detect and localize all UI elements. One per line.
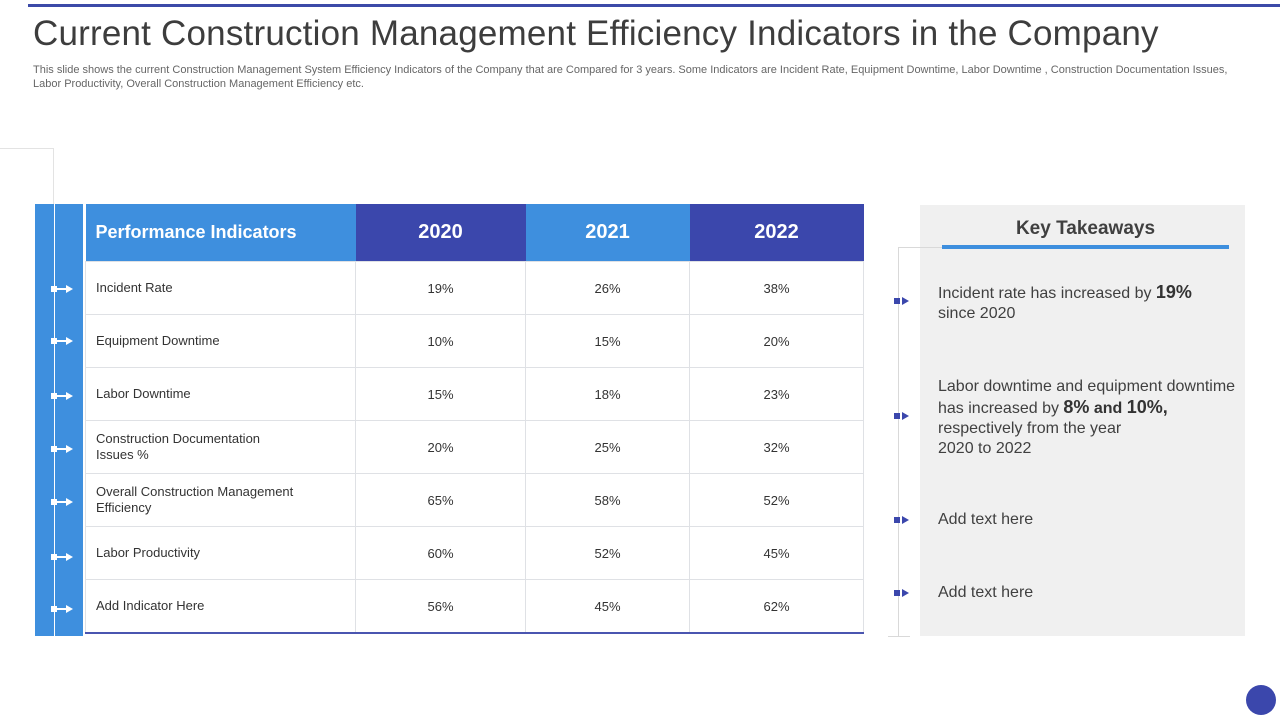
indicator-label: Labor Downtime xyxy=(85,367,356,421)
value-cell: 18% xyxy=(525,367,690,421)
value-cell: 58% xyxy=(525,473,690,527)
key-takeaways-underline xyxy=(942,245,1229,249)
indicator-label: Labor Productivity xyxy=(85,526,356,580)
indicator-label: Overall Construction Management Efficien… xyxy=(85,473,356,527)
header-2020: 2020 xyxy=(355,204,526,262)
takeaway-bullet-icon xyxy=(894,297,910,305)
slide-title: Current Construction Management Efficien… xyxy=(33,14,1159,53)
value-cell: 10% xyxy=(355,314,526,368)
takeaway-bullet-icon xyxy=(894,516,910,524)
value-cell: 65% xyxy=(355,473,526,527)
value-cell: 38% xyxy=(689,261,864,315)
decorative-circle xyxy=(1246,685,1276,715)
value-cell: 32% xyxy=(689,420,864,474)
takeaway-item: Labor downtime and equipment downtime ha… xyxy=(938,378,1236,457)
takeaway-bullet-icon xyxy=(894,589,910,597)
key-takeaways-title: Key Takeaways xyxy=(1015,218,1156,239)
value-cell: 15% xyxy=(525,314,690,368)
row-marker-icon xyxy=(51,444,75,454)
row-marker-icon xyxy=(51,391,75,401)
value-cell: 15% xyxy=(355,367,526,421)
row-marker-icon xyxy=(51,604,75,614)
timeline-bar xyxy=(35,204,83,636)
table-row: Add Indicator Here 56% 45% 62% xyxy=(85,579,864,634)
value-cell: 23% xyxy=(689,367,864,421)
value-cell: 45% xyxy=(525,579,690,634)
table-row: Labor Downtime 15% 18% 23% xyxy=(85,367,864,421)
indicator-label: Add Indicator Here xyxy=(85,579,356,634)
takeaway-bullet-icon xyxy=(894,412,910,420)
value-cell: 20% xyxy=(689,314,864,368)
value-cell: 20% xyxy=(355,420,526,474)
indicator-label: Incident Rate xyxy=(85,261,356,315)
indicator-label: Construction Documentation Issues % xyxy=(85,420,356,474)
header-2021: 2021 xyxy=(525,204,690,262)
value-cell: 60% xyxy=(355,526,526,580)
value-cell: 52% xyxy=(689,473,864,527)
value-cell: 45% xyxy=(689,526,864,580)
table-row: Incident Rate 19% 26% 38% xyxy=(85,261,864,315)
performance-table: Performance Indicators 2020 2021 2022 In… xyxy=(85,204,864,634)
table-row: Construction Documentation Issues % 20% … xyxy=(85,420,864,474)
row-marker-icon xyxy=(51,284,75,294)
row-marker-icon xyxy=(51,497,75,507)
value-cell: 62% xyxy=(689,579,864,634)
table-row: Equipment Downtime 10% 15% 20% xyxy=(85,314,864,368)
takeaways-connector-line xyxy=(898,247,942,248)
takeaway-item: Incident rate has increased by 19% since… xyxy=(938,282,1192,322)
timeline-line xyxy=(54,204,55,636)
value-cell: 25% xyxy=(525,420,690,474)
header-2022: 2022 xyxy=(689,204,864,262)
takeaways-connector-line xyxy=(898,247,899,637)
takeaways-connector-line xyxy=(888,636,910,637)
row-marker-icon xyxy=(51,552,75,562)
value-cell: 26% xyxy=(525,261,690,315)
table-row: Labor Productivity 60% 52% 45% xyxy=(85,526,864,580)
value-cell: 19% xyxy=(355,261,526,315)
header-indicators: Performance Indicators xyxy=(85,204,356,262)
table-row: Overall Construction Management Efficien… xyxy=(85,473,864,527)
indicator-label: Equipment Downtime xyxy=(85,314,356,368)
table-header-row: Performance Indicators 2020 2021 2022 xyxy=(85,204,864,262)
slide-subtitle: This slide shows the current Constructio… xyxy=(33,64,1228,90)
value-cell: 52% xyxy=(525,526,690,580)
decorative-line xyxy=(53,148,54,204)
takeaway-item: Add text here xyxy=(938,584,1034,601)
takeaway-item: Add text here xyxy=(938,511,1034,528)
decorative-line xyxy=(0,148,54,149)
value-cell: 56% xyxy=(355,579,526,634)
row-marker-icon xyxy=(51,336,75,346)
key-takeaways-panel xyxy=(920,205,1245,636)
top-accent-line xyxy=(28,4,1280,7)
